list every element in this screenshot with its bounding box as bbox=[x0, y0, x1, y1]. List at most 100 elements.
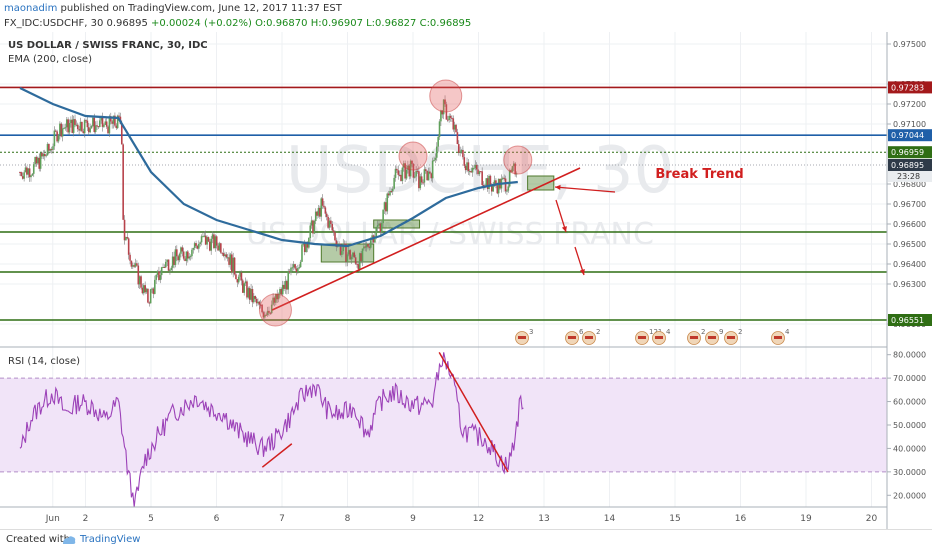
x-tick-label: 5 bbox=[148, 514, 154, 524]
candle-body bbox=[255, 298, 258, 304]
event-count: 9 bbox=[719, 328, 723, 336]
candle-body bbox=[295, 268, 298, 273]
highlight-circle bbox=[398, 141, 428, 171]
candle-body bbox=[347, 250, 350, 255]
author-link[interactable]: maonadim bbox=[4, 3, 58, 14]
candle-body bbox=[411, 160, 413, 164]
candle-body bbox=[492, 185, 494, 192]
candle-body bbox=[142, 285, 145, 294]
candle-body bbox=[137, 265, 140, 285]
rsi-trendline bbox=[261, 443, 293, 468]
candle-body bbox=[118, 115, 120, 117]
symbol-label: FX_IDC:USDCHF, 30 bbox=[4, 18, 104, 29]
candle-body bbox=[405, 169, 408, 179]
candle-body bbox=[60, 123, 63, 137]
price-tag bbox=[888, 81, 932, 94]
candle-body bbox=[457, 144, 460, 154]
candle-body bbox=[82, 131, 85, 134]
y-tick-label: 0.96500 bbox=[893, 240, 926, 249]
rsi-tick-label: 20.0000 bbox=[893, 491, 926, 500]
event-flag-stripe bbox=[568, 336, 576, 339]
candle-body bbox=[85, 120, 87, 122]
candle-body bbox=[490, 185, 493, 192]
candle-body bbox=[324, 207, 327, 214]
tradingview-brand[interactable]: TradingView bbox=[80, 534, 141, 545]
x-tick-label: 7 bbox=[279, 514, 285, 524]
highlight-circle bbox=[258, 293, 292, 327]
candle-body bbox=[155, 274, 157, 280]
candle-body bbox=[294, 264, 296, 269]
candle-body bbox=[189, 256, 192, 258]
candle-body bbox=[323, 205, 325, 208]
chart-canvas[interactable]: USDCHF, 30 US DOLLAR / SWISS FRANC Break… bbox=[0, 32, 932, 529]
candle-body bbox=[89, 128, 91, 133]
candle-body bbox=[68, 123, 71, 133]
highlight-circle bbox=[429, 79, 463, 113]
rsi-trendline bbox=[438, 351, 509, 473]
rsi-title: RSI (14, close) bbox=[8, 356, 80, 367]
candle-body bbox=[367, 244, 369, 247]
candle-body bbox=[456, 132, 459, 145]
candle-body bbox=[389, 191, 391, 196]
candle-body bbox=[112, 115, 115, 124]
candle-body bbox=[292, 264, 295, 268]
candle-body bbox=[416, 170, 419, 172]
candle-body bbox=[378, 223, 380, 226]
candle-body bbox=[39, 152, 42, 169]
price-tag-label: 0.97044 bbox=[891, 131, 924, 140]
candle-body bbox=[508, 170, 511, 187]
price-tag-label: 0.96895 bbox=[891, 161, 924, 170]
trendline[interactable] bbox=[271, 167, 581, 311]
tradingview-logo-icon bbox=[63, 536, 76, 544]
candle-body bbox=[396, 168, 398, 171]
rsi-pane: RSI (14, close) bbox=[0, 351, 887, 508]
candle-body bbox=[299, 261, 302, 268]
candle-body bbox=[221, 252, 223, 254]
candle-body bbox=[401, 167, 404, 181]
candle-body bbox=[455, 124, 457, 133]
candle-body bbox=[210, 238, 212, 251]
candle-body bbox=[35, 157, 38, 164]
candle-body bbox=[76, 124, 79, 130]
candle-body bbox=[375, 226, 378, 237]
candle-body bbox=[144, 285, 146, 293]
candle-body bbox=[181, 247, 184, 252]
candle-body bbox=[94, 125, 97, 133]
candle-body bbox=[61, 128, 64, 137]
candle-body bbox=[149, 289, 152, 304]
candle-body bbox=[148, 302, 151, 304]
candle-body bbox=[217, 245, 219, 251]
arrow-shaft bbox=[555, 199, 567, 233]
event-count: 2 bbox=[701, 328, 705, 336]
economic-event-icons: 36212142924 bbox=[515, 328, 790, 345]
candle-body bbox=[343, 243, 346, 245]
candle-body bbox=[182, 251, 185, 259]
candle-body bbox=[262, 312, 265, 318]
candle-body bbox=[475, 164, 478, 170]
event-flag-stripe bbox=[638, 336, 646, 339]
candle-body bbox=[423, 169, 426, 183]
candle-body bbox=[374, 236, 376, 243]
candle-body bbox=[184, 258, 186, 262]
event-flag-stripe bbox=[690, 336, 698, 339]
candle-body bbox=[176, 249, 178, 257]
candle-body bbox=[415, 170, 417, 177]
candle-body bbox=[78, 129, 80, 131]
candle-body bbox=[497, 178, 500, 194]
candle-body bbox=[250, 288, 252, 300]
candle-body bbox=[86, 120, 89, 128]
candle-body bbox=[237, 276, 240, 283]
candle-body bbox=[398, 174, 401, 176]
candle-body bbox=[496, 185, 499, 194]
candle-body bbox=[493, 180, 496, 186]
candle-body bbox=[199, 242, 201, 244]
x-tick-label: 12 bbox=[473, 514, 484, 524]
candle-body bbox=[19, 172, 21, 173]
candle-body bbox=[209, 241, 211, 251]
candle-body bbox=[279, 288, 281, 295]
candle-body bbox=[97, 126, 100, 128]
candle-body bbox=[400, 174, 402, 181]
candle-body bbox=[383, 202, 386, 210]
candle-body bbox=[478, 171, 481, 175]
candle-body bbox=[247, 288, 250, 298]
